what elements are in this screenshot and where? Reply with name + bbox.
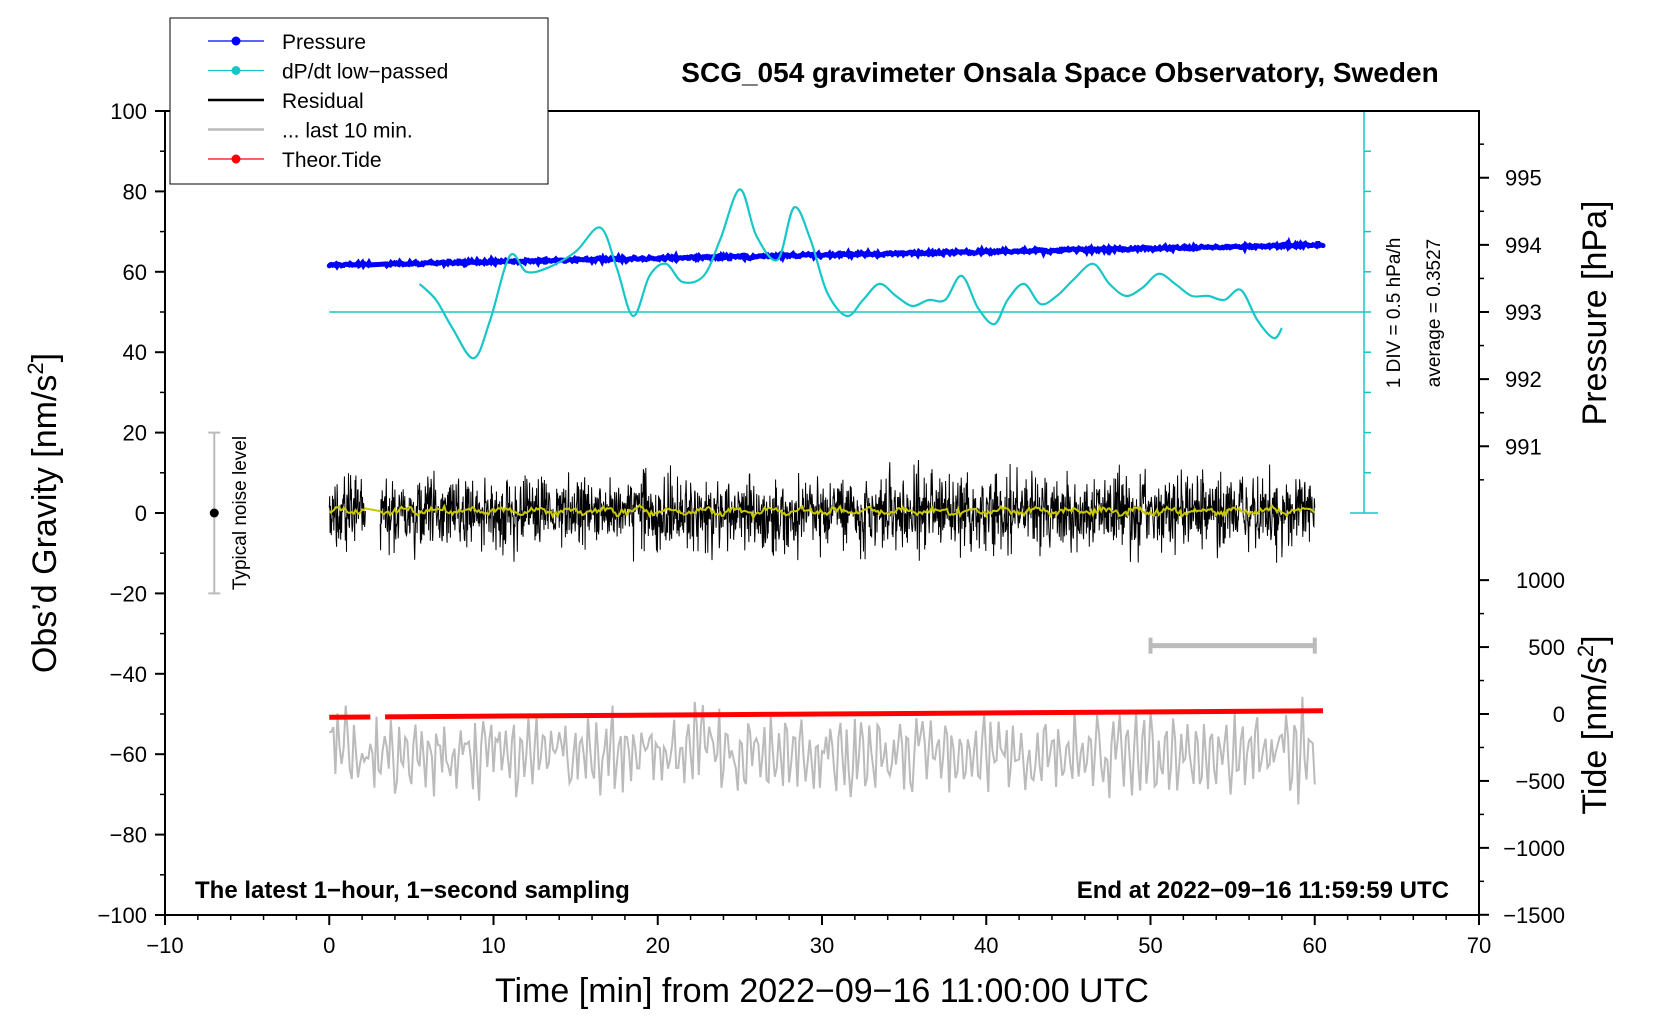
residual-smoothed-line: [328, 503, 1316, 520]
noise-level-dot: [209, 508, 219, 518]
sampling-annotation: The latest 1−hour, 1−second sampling: [195, 877, 630, 904]
y-tick-label-left: 20: [123, 421, 147, 446]
x-tick-label: 70: [1467, 933, 1491, 958]
residual-line-0: [328, 473, 366, 552]
y-tick-label-left: 60: [123, 260, 147, 285]
x-tick-label: 10: [481, 933, 505, 958]
pressure-tick-label: 993: [1505, 300, 1542, 325]
tide-axis-label: Tide [nm/s2]: [1573, 635, 1614, 814]
tide-axis-label-close: ]: [1576, 635, 1614, 644]
end-time-annotation: End at 2022−09−16 11:59:59 UTC: [1077, 877, 1449, 904]
x-axis-label: Time [min] from 2022−09−16 11:00:00 UTC: [495, 972, 1149, 1010]
tide-line-1: [385, 708, 1323, 720]
pressure-tick-label: 991: [1505, 434, 1542, 459]
y-axis-label-left-text: Obs’d Gravity [nm/s: [26, 375, 64, 674]
tide-tick-label: −1500: [1503, 903, 1565, 928]
legend-label: ... last 10 min.: [282, 120, 413, 143]
pressure-line: [326, 236, 1326, 271]
y-tick-label-left: −100: [97, 903, 147, 928]
x-tick-label: −10: [146, 933, 183, 958]
legend-marker: [231, 66, 241, 75]
legend-label: Pressure: [282, 31, 366, 54]
x-tick-label: 50: [1138, 933, 1162, 958]
dpdt-average-label: average = 0.3527: [1424, 239, 1445, 387]
y-tick-label-left: 80: [123, 179, 147, 204]
pressure-tick-label: 995: [1505, 166, 1542, 191]
x-tick-label: 0: [323, 933, 335, 958]
chart-title: SCG_054 gravimeter Onsala Space Observat…: [681, 57, 1438, 88]
data-layer: [208, 110, 1379, 805]
x-tick-label: 20: [646, 933, 670, 958]
y-tick-label-left: 40: [123, 340, 147, 365]
legend-label: Residual: [282, 90, 364, 113]
y-tick-label-left: −80: [110, 823, 147, 848]
tide-axis-label-text: Tide [nm/s: [1576, 657, 1614, 814]
dpdt-line: [418, 188, 1283, 360]
legend: Pressure dP/dt low−passed Residual ... last…: [169, 17, 549, 185]
tide-tick-label: −500: [1515, 769, 1565, 794]
noise-level-label: Typical noise level: [230, 436, 251, 590]
x-tick-label: 30: [810, 933, 834, 958]
y-axis-label-left-close: ]: [26, 353, 64, 362]
y-axis-label-left-sup: 2: [23, 362, 48, 374]
y-tick-label-left: 100: [110, 99, 147, 124]
y-axis-label-left: Obs’d Gravity [nm/s2]: [23, 353, 64, 673]
y-tick-label-left: −20: [110, 581, 147, 606]
tide-tick-label: −1000: [1503, 836, 1565, 861]
legend-label: Theor.Tide: [282, 149, 382, 172]
y-tick-label-left: 0: [135, 501, 147, 526]
residual-line-1: [379, 459, 1316, 563]
x-tick-label: 40: [974, 933, 998, 958]
x-tick-label: 60: [1303, 933, 1327, 958]
dpdt-division-label: 1 DIV = 0.5 hPa/h: [1384, 238, 1405, 389]
tide-axis-label-sup: 2: [1573, 645, 1598, 657]
legend-marker: [231, 36, 241, 46]
tide-tick-label: 500: [1528, 635, 1565, 660]
tide-tick-label: 1000: [1516, 568, 1565, 593]
pressure-tick-label: 994: [1505, 233, 1542, 258]
y-tick-label-left: −40: [110, 662, 147, 687]
legend-label: dP/dt low−passed: [282, 61, 448, 84]
pressure-tick-label: 992: [1505, 367, 1542, 392]
legend-marker: [231, 154, 241, 164]
tide-tick-label: 0: [1553, 702, 1565, 727]
pressure-axis-label: Pressure [hPa]: [1576, 201, 1614, 426]
y-tick-label-left: −60: [110, 742, 147, 767]
axes: −10 0 10 20 30 40 50 60 70100806040200−20−40−60−…: [97, 99, 1565, 958]
